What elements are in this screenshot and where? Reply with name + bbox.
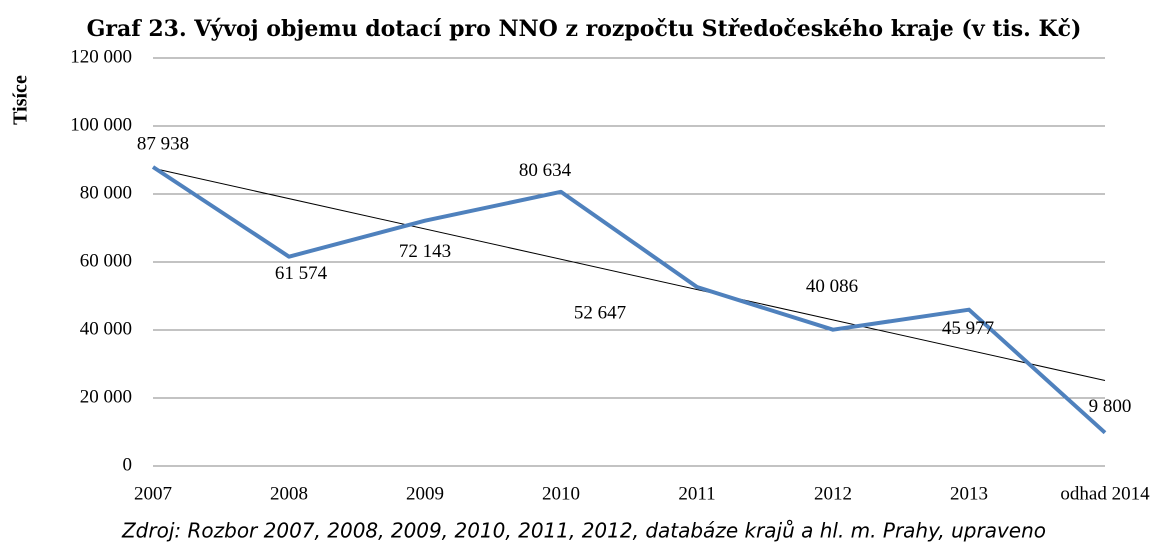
trendline [152, 167, 1106, 382]
y-axis-label: Tisíce [10, 75, 32, 125]
y-tick-label: 20 000 [80, 386, 132, 407]
source-note: Zdroj: Rozbor 2007, 2008, 2009, 2010, 20… [121, 519, 1046, 543]
y-tick-label: 40 000 [80, 318, 132, 339]
x-tick-label: 2011 [678, 483, 715, 504]
data-label: 40 086 [806, 276, 858, 297]
data-label: 45 977 [942, 318, 994, 339]
y-tick-label: 80 000 [80, 182, 132, 203]
y-tick-label: 120 000 [70, 46, 132, 67]
data-label: 72 143 [399, 241, 451, 262]
data-label: 61 574 [275, 263, 328, 284]
x-tick-label: 2008 [270, 483, 308, 504]
data-label: 52 647 [574, 302, 626, 323]
chart-title: Graf 23. Vývoj objemu dotací pro NNO z r… [87, 16, 1082, 42]
data-label: 9 800 [1089, 396, 1132, 417]
x-tick-label: 2007 [134, 483, 172, 504]
x-tick-label: 2009 [406, 483, 444, 504]
y-tick-label: 60 000 [80, 250, 132, 271]
x-tick-label: 2012 [814, 483, 852, 504]
data-label: 87 938 [137, 133, 189, 154]
x-tick-label: 2013 [950, 483, 988, 504]
x-tick-label: odhad 2014 [1060, 483, 1150, 504]
data-line [151, 165, 1107, 435]
y-tick-label: 100 000 [70, 114, 132, 135]
y-tick-label: 0 [123, 454, 133, 475]
x-tick-label: 2010 [542, 483, 580, 504]
data-label: 80 634 [519, 160, 572, 181]
